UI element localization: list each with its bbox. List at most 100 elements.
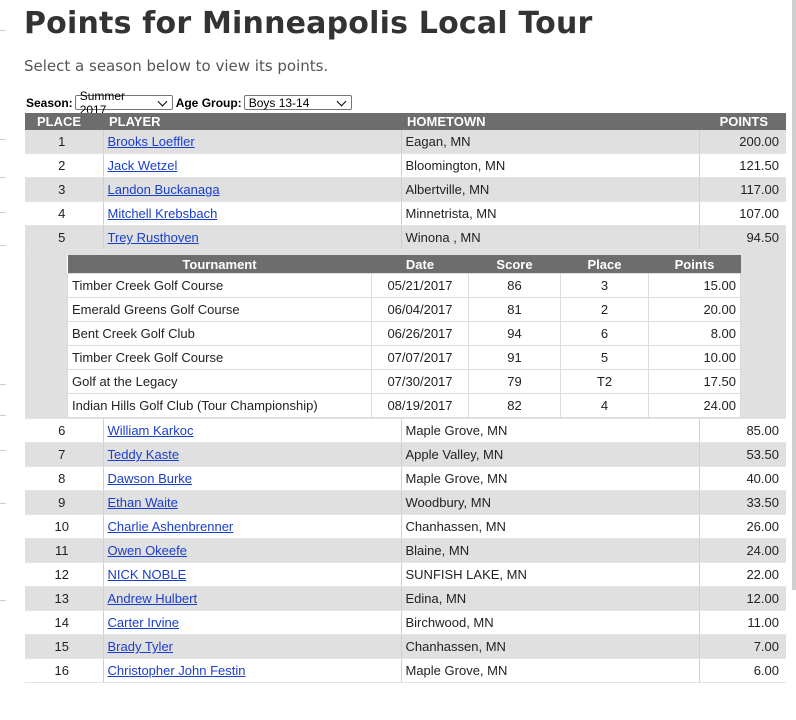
player-cell: Brooks Loeffler xyxy=(102,130,401,154)
score-cell: 94 xyxy=(468,321,561,346)
points-cell: 200.00 xyxy=(698,130,786,154)
table-row: 8 Dawson Burke Maple Grove, MN 40.00 xyxy=(25,466,786,491)
points-cell: 94.50 xyxy=(698,225,786,250)
table-row-expanded[interactable]: 5 Trey Rusthoven Winona , MN 94.50 xyxy=(25,225,786,250)
points-cell: 11.00 xyxy=(698,610,786,635)
hometown-cell: Chanhassen, MN xyxy=(400,514,699,539)
table-row: 14 Carter Irvine Birchwood, MN 11.00 xyxy=(25,610,786,635)
detail-row: Timber Creek Golf Course 05/21/2017 86 3… xyxy=(67,273,741,298)
player-link[interactable]: NICK NOBLE xyxy=(107,567,187,582)
detail-row: Golf at the Legacy 07/30/2017 79 T2 17.5… xyxy=(67,369,741,394)
page-title: Points for Minneapolis Local Tour xyxy=(24,6,593,41)
header-place: PLACE xyxy=(25,113,103,130)
tournament-cell: Bent Creek Golf Club xyxy=(67,321,372,346)
hometown-cell: Eagan, MN xyxy=(400,130,699,154)
player-link[interactable]: Trey Rusthoven xyxy=(107,230,199,245)
points-cell: 121.50 xyxy=(698,153,786,178)
table-row: 16 Christopher John Festin Maple Grove, … xyxy=(25,658,786,683)
detail-row: Indian Hills Golf Club (Tour Championshi… xyxy=(67,393,741,418)
detail-place-cell: T2 xyxy=(560,369,649,394)
age-group-select[interactable]: Boys 13-14 xyxy=(243,95,352,110)
date-cell: 05/21/2017 xyxy=(371,273,469,298)
player-detail-row: Tournament Date Score Place Points Timbe… xyxy=(25,249,786,419)
table-row: 6 William Karkoc Maple Grove, MN 85.00 xyxy=(25,418,786,443)
player-cell: Brady Tyler xyxy=(102,634,401,659)
detail-row: Emerald Greens Golf Course 06/04/2017 81… xyxy=(67,297,741,322)
table-row: 10 Charlie Ashenbrenner Chanhassen, MN 2… xyxy=(25,514,786,539)
player-link[interactable]: Brooks Loeffler xyxy=(107,134,195,149)
player-cell: Trey Rusthoven xyxy=(102,225,401,250)
place-cell: 3 xyxy=(25,177,103,202)
player-link[interactable]: Charlie Ashenbrenner xyxy=(107,519,234,534)
score-cell: 79 xyxy=(468,369,561,394)
table-row: 15 Brady Tyler Chanhassen, MN 7.00 xyxy=(25,634,786,659)
player-cell: NICK NOBLE xyxy=(102,562,401,587)
table-row: 13 Andrew Hulbert Edina, MN 12.00 xyxy=(25,586,786,611)
detail-points-cell: 20.00 xyxy=(648,297,741,322)
date-cell: 07/30/2017 xyxy=(371,369,469,394)
points-cell: 7.00 xyxy=(698,634,786,659)
header-hometown: HOMETOWN xyxy=(401,113,699,130)
points-cell: 26.00 xyxy=(698,514,786,539)
place-cell: 1 xyxy=(25,130,103,154)
points-cell: 40.00 xyxy=(698,466,786,491)
place-cell: 14 xyxy=(25,610,103,635)
date-cell: 07/07/2017 xyxy=(371,345,469,370)
player-cell: Carter Irvine xyxy=(102,610,401,635)
table-row: 2 Jack Wetzel Bloomington, MN 121.50 xyxy=(25,153,786,178)
score-cell: 91 xyxy=(468,345,561,370)
player-link[interactable]: Mitchell Krebsbach xyxy=(107,206,218,221)
page-subtitle: Select a season below to view its points… xyxy=(24,57,329,75)
table-row: 7 Teddy Kaste Apple Valley, MN 53.50 xyxy=(25,442,786,467)
tournament-cell: Timber Creek Golf Course xyxy=(67,273,372,298)
hometown-cell: Winona , MN xyxy=(400,225,699,250)
detail-points-cell: 24.00 xyxy=(648,393,741,418)
place-cell: 8 xyxy=(25,466,103,491)
player-cell: Teddy Kaste xyxy=(102,442,401,467)
scrollbar[interactable] xyxy=(792,0,796,590)
hometown-cell: Bloomington, MN xyxy=(400,153,699,178)
player-link[interactable]: Owen Okeefe xyxy=(107,543,188,558)
points-cell: 53.50 xyxy=(698,442,786,467)
points-cell: 22.00 xyxy=(698,562,786,587)
player-link[interactable]: Landon Buckanaga xyxy=(107,182,220,197)
points-cell: 24.00 xyxy=(698,538,786,563)
hometown-cell: Chanhassen, MN xyxy=(400,634,699,659)
player-link[interactable]: Teddy Kaste xyxy=(107,447,180,462)
player-link[interactable]: Dawson Burke xyxy=(107,471,193,486)
detail-points-cell: 8.00 xyxy=(648,321,741,346)
detail-place-cell: 2 xyxy=(560,297,649,322)
table-row: 12 NICK NOBLE SUNFISH LAKE, MN 22.00 xyxy=(25,562,786,587)
player-link[interactable]: Jack Wetzel xyxy=(107,158,178,173)
player-cell: William Karkoc xyxy=(102,418,401,443)
place-cell: 10 xyxy=(25,514,103,539)
score-cell: 82 xyxy=(468,393,561,418)
chevron-down-icon xyxy=(336,96,347,106)
hometown-cell: Maple Grove, MN xyxy=(400,466,699,491)
place-cell: 4 xyxy=(25,201,103,226)
tournament-cell: Golf at the Legacy xyxy=(67,369,372,394)
chevron-down-icon xyxy=(157,96,168,106)
place-cell: 15 xyxy=(25,634,103,659)
tournament-detail-table: Tournament Date Score Place Points Timbe… xyxy=(67,255,741,418)
player-detail-panel: Tournament Date Score Place Points Timbe… xyxy=(25,249,786,419)
header-tournament: Tournament xyxy=(67,255,372,274)
header-detail-place: Place xyxy=(560,255,649,274)
season-select[interactable]: Summer 2017 xyxy=(74,89,173,117)
tournament-cell: Indian Hills Golf Club (Tour Championshi… xyxy=(67,393,372,418)
hometown-cell: Maple Grove, MN xyxy=(400,418,699,443)
score-cell: 81 xyxy=(468,297,561,322)
hometown-cell: Edina, MN xyxy=(400,586,699,611)
player-link[interactable]: Carter Irvine xyxy=(107,615,180,630)
player-link[interactable]: Andrew Hulbert xyxy=(107,591,198,606)
player-link[interactable]: Christopher John Festin xyxy=(107,663,246,678)
points-cell: 117.00 xyxy=(698,177,786,202)
player-link[interactable]: Ethan Waite xyxy=(107,495,178,510)
hometown-cell: Woodbury, MN xyxy=(400,490,699,515)
detail-points-cell: 17.50 xyxy=(648,369,741,394)
player-cell: Mitchell Krebsbach xyxy=(102,201,401,226)
player-link[interactable]: Brady Tyler xyxy=(107,639,174,654)
place-cell: 11 xyxy=(25,538,103,563)
player-cell: Andrew Hulbert xyxy=(102,586,401,611)
player-link[interactable]: William Karkoc xyxy=(107,423,194,438)
